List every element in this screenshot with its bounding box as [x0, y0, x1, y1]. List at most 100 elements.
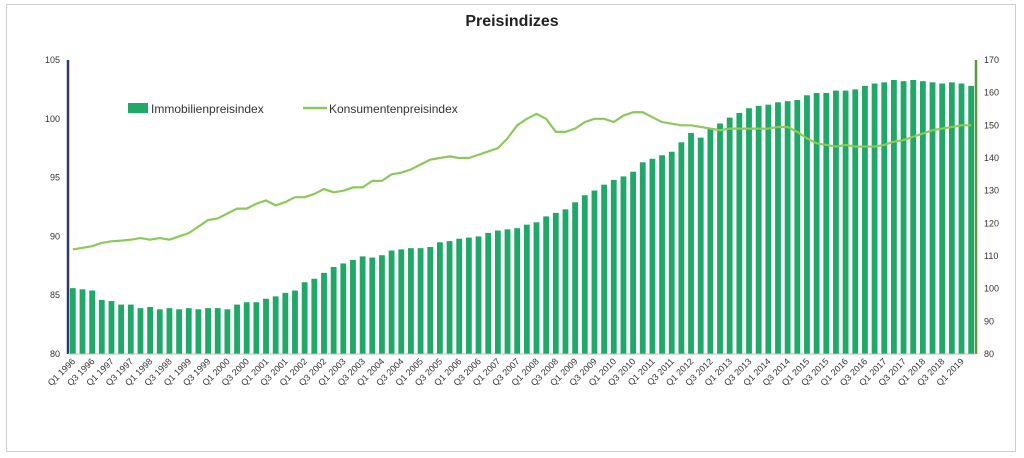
bar: [89, 290, 96, 354]
bar: [398, 249, 405, 354]
bar: [408, 248, 414, 354]
legend-swatch-immobilienpreisindex: [128, 103, 148, 113]
bar: [156, 309, 163, 354]
bar: [630, 171, 636, 354]
bar: [581, 195, 588, 354]
bar: [929, 82, 936, 354]
right-tick-label: 130: [984, 186, 999, 196]
left-tick-label: 100: [45, 114, 60, 124]
bar: [514, 228, 521, 354]
bar: [900, 81, 907, 355]
left-tick-label: 105: [45, 55, 60, 65]
bar: [659, 155, 665, 354]
bar: [166, 308, 173, 354]
bar: [668, 151, 675, 354]
chart-title: Preisindizes: [465, 13, 559, 30]
bar: [639, 162, 646, 354]
bar: [852, 89, 859, 355]
bar: [98, 299, 105, 354]
bar: [533, 222, 540, 354]
bar: [707, 128, 714, 354]
right-tick-label: 80: [984, 349, 994, 359]
legend-label-konsumentenpreisindex: Konsumentenpreisindex: [329, 102, 458, 116]
bar: [562, 209, 569, 354]
legend-label-immobilienpreisindex: Immobilienpreisindex: [151, 102, 264, 116]
left-tick-label: 85: [50, 290, 60, 300]
bar: [379, 255, 385, 354]
bar: [301, 282, 308, 354]
bar: [871, 83, 878, 355]
bar: [717, 123, 723, 354]
bar: [427, 246, 434, 354]
bar: [176, 309, 182, 354]
bar: [456, 238, 463, 354]
right-tick-label: 170: [984, 55, 999, 65]
bar: [523, 224, 530, 354]
bar: [224, 309, 231, 354]
bar: [755, 105, 762, 354]
bar: [726, 117, 733, 355]
line-series: [72, 111, 972, 251]
bar: [69, 288, 76, 354]
bar: [494, 230, 501, 354]
bar: [243, 302, 250, 354]
bar: [185, 308, 192, 354]
bar: [147, 306, 154, 354]
bar: [340, 263, 347, 354]
right-tick-label: 100: [984, 284, 999, 294]
right-tick-label: 140: [984, 153, 999, 163]
bar: [910, 79, 917, 355]
bar: [330, 266, 337, 354]
bar: [688, 132, 694, 354]
bar: [968, 85, 975, 355]
bar: [862, 85, 868, 355]
bar: [620, 176, 627, 354]
bar: [842, 90, 849, 354]
line-konsumentenpreisindex: [72, 111, 972, 251]
bar: [417, 248, 424, 354]
bar: [794, 99, 801, 354]
bar: [804, 95, 810, 354]
bar: [446, 241, 453, 354]
bar: [939, 83, 946, 355]
bar: [958, 83, 965, 355]
bar: [253, 302, 260, 354]
bar: [79, 289, 86, 354]
bar: [292, 290, 298, 354]
bar: [746, 108, 752, 354]
left-tick-label: 80: [50, 349, 60, 359]
bar: [205, 308, 211, 354]
bar: [833, 90, 839, 354]
bar: [601, 184, 608, 354]
bar: [234, 304, 240, 354]
bar: [465, 237, 472, 354]
bar-series: [69, 79, 975, 355]
right-tick-label: 150: [984, 120, 999, 130]
bar: [127, 304, 134, 354]
right-tick-label: 90: [984, 316, 994, 326]
bar: [649, 158, 656, 354]
right-tick-label: 110: [984, 251, 998, 261]
bar: [108, 301, 115, 354]
bar: [282, 292, 289, 354]
left-tick-label: 95: [50, 173, 60, 183]
bar: [437, 242, 443, 354]
bar: [504, 229, 511, 354]
legend: Immobilienpreisindex Konsumentenpreisinde…: [128, 102, 458, 116]
bar: [572, 202, 579, 354]
bar: [765, 104, 772, 354]
bar: [881, 82, 888, 354]
bar: [214, 308, 221, 354]
bar: [388, 250, 395, 354]
bar: [891, 79, 897, 355]
bar: [678, 142, 685, 354]
bar: [919, 81, 926, 355]
bar: [485, 232, 492, 354]
bar: [195, 309, 202, 354]
bar: [784, 101, 791, 354]
bar: [263, 298, 269, 354]
bar: [948, 82, 955, 354]
bar: [543, 216, 550, 354]
bar: [697, 137, 704, 354]
